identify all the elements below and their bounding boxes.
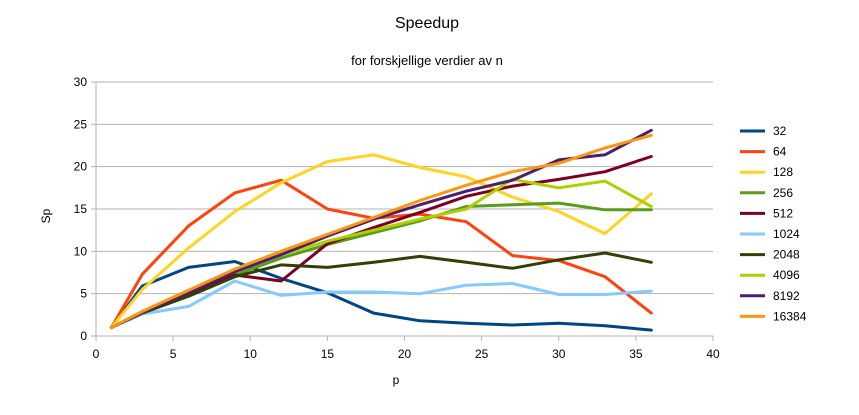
x-tick-label: 15 [321,347,335,361]
series-line-512 [109,155,653,329]
chart-subtitle: for forskjellige verdier av n [351,53,503,68]
legend-label-2048: 2048 [773,248,800,262]
legend-label-8192: 8192 [773,289,800,303]
x-axis-label: p [393,373,400,387]
y-tick-label: 30 [74,75,88,89]
legend-label-64: 64 [773,145,787,159]
y-tick-label: 15 [74,202,88,216]
x-tick-label: 25 [475,347,489,361]
legend-label-128: 128 [773,165,793,179]
x-tick-label: 5 [170,347,177,361]
series-line-8192 [109,128,653,329]
tick-labels: 0 5 10 15 20 25 30 0 5 10 15 20 25 30 35 40 [74,75,720,361]
legend-label-1024: 1024 [773,227,800,241]
legend-label-256: 256 [773,186,793,200]
x-tick-label: 10 [244,347,258,361]
series-line-1024 [109,279,653,329]
series-line-2048 [109,251,653,329]
y-axis-label: Sp [39,208,53,223]
y-tick-label: 10 [74,244,88,258]
x-tick-label: 30 [552,347,566,361]
series-line-128 [109,153,653,329]
x-tick-label: 35 [629,347,643,361]
series-line-32 [109,260,653,332]
legend-label-32: 32 [773,124,787,138]
legend-label-4096: 4096 [773,268,800,282]
y-tick-label: 0 [80,329,87,343]
gridlines [96,81,713,337]
series-line-16384 [109,133,653,329]
legend: 32 64 128 256 512 1024 2048 4096 8192 16384 [740,124,807,323]
y-tick-label: 20 [74,160,88,174]
y-tick-label: 5 [80,287,87,301]
axes [91,81,714,341]
legend-label-512: 512 [773,206,793,220]
y-tick-label: 25 [74,117,88,131]
x-tick-label: 0 [93,347,100,361]
x-tick-label: 20 [398,347,412,361]
series-lines [109,128,653,332]
legend-label-16384: 16384 [773,309,807,323]
x-tick-label: 40 [706,347,720,361]
chart-title: Speedup [395,15,459,32]
